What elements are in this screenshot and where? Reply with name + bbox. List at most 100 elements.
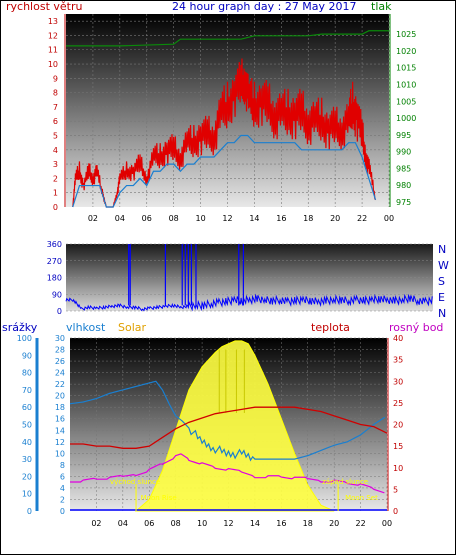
- climate-x-tick-label: 10: [197, 519, 207, 528]
- climate-x-tick-label: 16: [276, 519, 286, 528]
- wind-x-tick-label: 14: [249, 214, 259, 223]
- legend-humidity: vlhkost: [66, 321, 106, 334]
- direction-grid: [66, 243, 433, 312]
- direction-series: [65, 244, 433, 312]
- direction-compass-label: N: [438, 307, 446, 320]
- pressure-tick-label: 995: [396, 131, 411, 140]
- direction-tick-label: 270: [47, 257, 62, 266]
- humidity-tick-label: 22: [55, 380, 65, 389]
- climate-x-tick-label: 00: [382, 519, 392, 528]
- wind-tick-label: 10: [48, 60, 58, 69]
- rain-tick-label: 10: [22, 490, 32, 499]
- pressure-tick-label: 985: [396, 164, 411, 173]
- humidity-tick-label: 24: [55, 369, 65, 378]
- rain-tick-label: 50: [22, 421, 32, 430]
- wind-axis-title: rychlost větru: [6, 0, 82, 13]
- wind-x-tick-label: 04: [115, 214, 125, 223]
- dewpoint-line: [70, 453, 385, 494]
- climate-x-tick-label: 08: [171, 519, 181, 528]
- humidity-tick-label: 10: [55, 449, 65, 458]
- sunset-label: západ slunce: [322, 478, 368, 486]
- pressure-tick-label: 980: [396, 181, 411, 190]
- wind-x-tick-label: 22: [357, 214, 367, 223]
- direction-tick-label: 180: [47, 274, 62, 283]
- climate-x-tick-label: 18: [303, 519, 313, 528]
- rain-tick-label: 0: [27, 507, 32, 516]
- humidity-tick-label: 18: [55, 403, 65, 412]
- temperature-tick-label: 40: [393, 334, 403, 343]
- wind-x-tick-label: 00: [384, 214, 394, 223]
- pressure-axis-title: tlak: [371, 0, 392, 13]
- humidity-tick-label: 8: [60, 461, 65, 470]
- pressure-tick-label: 1015: [396, 64, 416, 73]
- rain-tick-label: 20: [22, 472, 32, 481]
- humidity-tick-label: 0: [60, 507, 65, 516]
- climate-annotations: východ slunce Moon Rise západ slunce Moon S…: [110, 478, 378, 511]
- pressure-line: [66, 30, 389, 47]
- pressure-tick-label: 1020: [396, 47, 416, 56]
- direction-compass-label: N: [438, 243, 446, 256]
- climate-series: [69, 340, 388, 512]
- wind-tick-label: 8: [53, 89, 58, 98]
- direction-compass-label: E: [438, 291, 445, 304]
- legend-temperature: teplota: [311, 321, 350, 334]
- direction-tick-label: 360: [47, 240, 62, 249]
- temperature-tick-label: 35: [393, 356, 403, 365]
- temperature-tick-label: 10: [393, 464, 403, 473]
- direction-compass-label: W: [438, 259, 449, 272]
- temperature-tick-label: 0: [393, 507, 398, 516]
- climate-x-tick-label: 02: [91, 519, 101, 528]
- wind-tick-label: 4: [53, 146, 58, 155]
- rain-tick-label: 70: [22, 386, 32, 395]
- rain-tick-label: 80: [22, 369, 32, 378]
- wind-tick-label: 6: [53, 117, 58, 126]
- climate-x-tick-label: 06: [144, 519, 154, 528]
- moonset-label: Moon Set: [345, 494, 378, 502]
- sunrise-label: východ slunce: [110, 478, 160, 486]
- wind-x-tick-label: 12: [222, 214, 232, 223]
- rain-tick-label: 100: [17, 334, 32, 343]
- solar-area: [134, 340, 335, 512]
- pressure-tick-label: 990: [396, 148, 411, 157]
- wind-tick-label: 0: [53, 203, 58, 212]
- humidity-line: [69, 380, 386, 462]
- pressure-tick-label: 1010: [396, 80, 416, 89]
- temperature-tick-label: 20: [393, 421, 403, 430]
- direction-compass-label: S: [438, 275, 445, 288]
- legend-rain: srážky: [2, 321, 38, 334]
- temperature-tick-label: 5: [393, 485, 398, 494]
- wind-series: [66, 30, 389, 208]
- humidity-tick-label: 2: [60, 495, 65, 504]
- rain-tick-label: 60: [22, 403, 32, 412]
- pressure-tick-label: 1000: [396, 114, 416, 123]
- wind-tick-label: 13: [48, 17, 58, 26]
- humidity-tick-label: 28: [55, 346, 65, 355]
- humidity-tick-label: 20: [55, 392, 65, 401]
- wind-tick-label: 11: [48, 46, 58, 55]
- climate-x-tick-label: 22: [355, 519, 365, 528]
- humidity-tick-label: 14: [55, 426, 65, 435]
- page-title: 24 hour graph day : 27 May 2017: [172, 0, 357, 13]
- legend-dewpoint: rosný bod: [389, 321, 443, 334]
- humidity-tick-label: 12: [55, 438, 65, 447]
- pressure-tick-label: 1025: [396, 30, 416, 39]
- humidity-tick-label: 26: [55, 357, 65, 366]
- direction-tick-label: 90: [52, 290, 62, 299]
- climate-x-tick-label: 14: [250, 519, 260, 528]
- wind-x-tick-label: 06: [142, 214, 152, 223]
- wind-tick-label: 7: [53, 103, 58, 112]
- temperature-tick-label: 30: [393, 377, 403, 386]
- climate-axes: 0246810121416182022242628300102030405060…: [17, 334, 403, 528]
- wind-x-tick-label: 10: [195, 214, 205, 223]
- humidity-tick-label: 30: [55, 334, 65, 343]
- humidity-tick-label: 4: [60, 484, 65, 493]
- pressure-tick-label: 1005: [396, 97, 416, 106]
- pressure-tick-label: 975: [396, 198, 411, 207]
- humidity-tick-label: 16: [55, 415, 65, 424]
- direction-tick-label: 0: [57, 307, 62, 316]
- wind-x-tick-label: 20: [330, 214, 340, 223]
- wind-tick-label: 2: [53, 174, 58, 183]
- wind-x-tick-label: 16: [276, 214, 286, 223]
